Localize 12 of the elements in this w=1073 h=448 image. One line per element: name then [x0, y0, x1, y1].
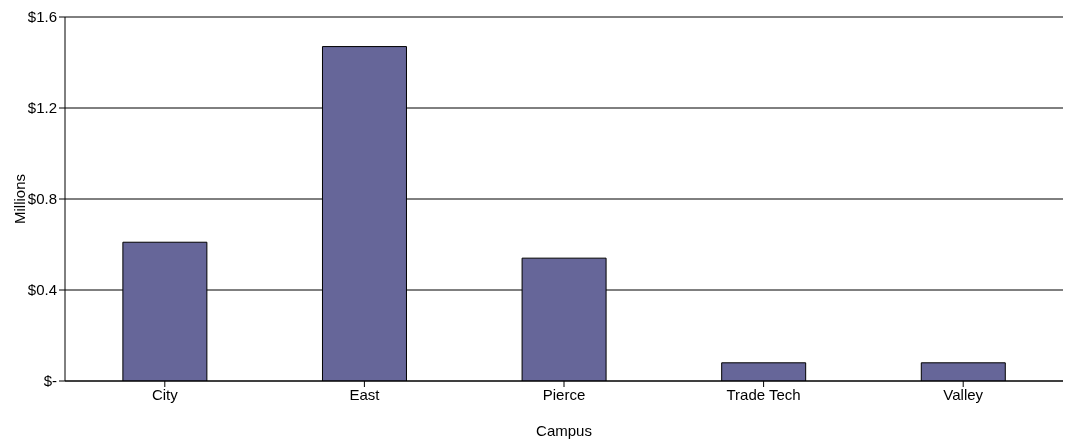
y-tick-label: $0.8: [27, 190, 57, 208]
y-tick-label: $-: [43, 372, 57, 390]
x-tick-label: East: [349, 385, 381, 403]
x-tick-label: Pierce: [542, 385, 586, 403]
x-tick-label: Valley: [943, 385, 984, 403]
x-axis-title: Campus: [536, 422, 592, 439]
y-tick-label: $1.2: [27, 99, 57, 117]
y-axis-title: Millions: [11, 173, 29, 225]
x-tick-label: Trade Tech: [726, 385, 801, 403]
x-tick-label: City: [151, 385, 179, 403]
y-tick-label: $0.4: [27, 281, 57, 299]
y-tick-label: $1.6: [27, 8, 57, 26]
